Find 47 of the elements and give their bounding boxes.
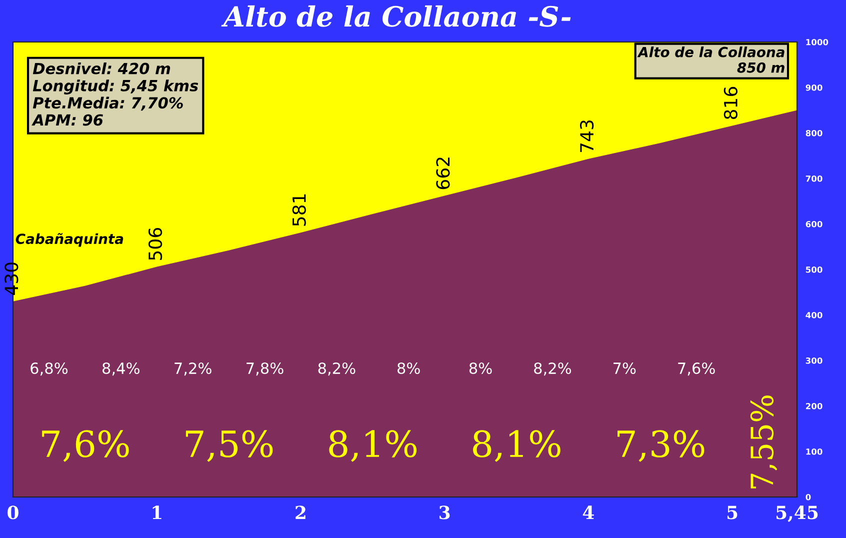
y-tick-label: 1000 xyxy=(806,38,828,46)
y-tick-label: 700 xyxy=(806,175,822,182)
annotation: Pte.Media: 7,70% xyxy=(32,96,183,111)
x-tick-label: 0 xyxy=(8,506,18,520)
annotation: 7,5% xyxy=(186,430,273,462)
chart-title: Alto de la Collaona -S- xyxy=(221,5,571,27)
x-tick-label: 1 xyxy=(152,506,162,520)
y-tick-label: 800 xyxy=(806,130,822,136)
annotation: 7,2% xyxy=(174,362,212,376)
annotation: APM: 96 xyxy=(32,114,103,126)
annotation: 7,8% xyxy=(246,362,284,376)
annotation: 6,8% xyxy=(30,362,68,376)
annotation: 8% xyxy=(398,362,420,374)
data-label: 662 xyxy=(436,158,450,190)
annotation: 7% xyxy=(614,362,636,374)
annotation: 7,6% xyxy=(678,362,715,376)
x-tick-label: 4 xyxy=(582,506,594,520)
data-label: 743 xyxy=(580,120,594,152)
annotation: Cabañaquinta xyxy=(16,233,124,247)
y-tick-label: 100 xyxy=(806,448,822,455)
annotation: 8,1% xyxy=(329,430,417,462)
y-tick-label: 400 xyxy=(806,312,822,318)
annotation: Longitud: 5,45 kms xyxy=(32,80,198,94)
y-tick-label: 0 xyxy=(806,494,811,500)
annotation: 7,55% xyxy=(750,396,778,488)
x-tick-label: 3 xyxy=(440,506,450,520)
data-label: 506 xyxy=(148,228,162,260)
x-tick-label: 5 xyxy=(727,506,738,520)
data-label: 581 xyxy=(292,194,306,226)
y-tick-label: 200 xyxy=(806,402,822,410)
annotation: 7,3% xyxy=(618,430,704,462)
y-tick-label: 500 xyxy=(806,266,822,273)
annotation: 8% xyxy=(469,362,492,374)
annotation: 7,6% xyxy=(42,430,129,462)
y-tick-label: 900 xyxy=(806,84,822,91)
annotation: 8,2% xyxy=(318,362,356,376)
annotation: 8,1% xyxy=(473,430,560,462)
y-tick-label: 300 xyxy=(806,357,822,364)
annotation: 8,2% xyxy=(534,362,572,376)
annotation: Desnivel: 420 m xyxy=(32,62,170,74)
y-tick-label: 600 xyxy=(806,220,822,228)
data-label: 816 xyxy=(724,86,738,120)
annotation: 8,4% xyxy=(102,362,140,376)
x-tick-label: 2 xyxy=(296,506,306,520)
data-label: 430 xyxy=(4,262,18,296)
x-tick-label: 5,45 xyxy=(776,506,818,522)
annotation: Alto de la Collaona 850 m xyxy=(637,46,784,73)
